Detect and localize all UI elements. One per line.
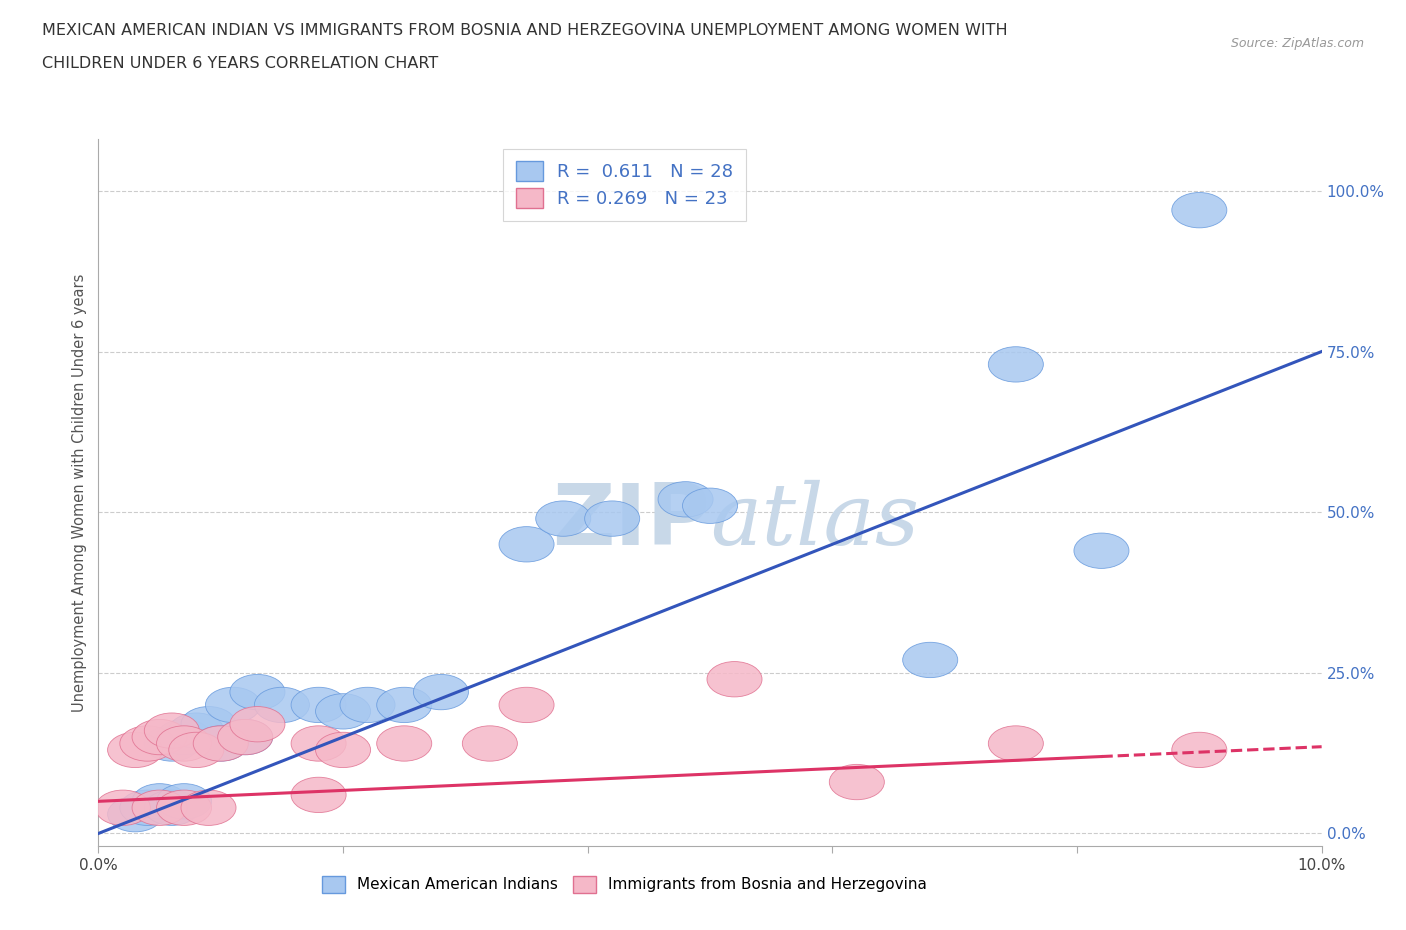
Ellipse shape	[132, 720, 187, 755]
Ellipse shape	[156, 720, 211, 755]
Ellipse shape	[156, 725, 211, 761]
Ellipse shape	[120, 725, 174, 761]
Ellipse shape	[499, 687, 554, 723]
Ellipse shape	[988, 347, 1043, 382]
Ellipse shape	[707, 661, 762, 697]
Ellipse shape	[181, 707, 236, 742]
Ellipse shape	[169, 713, 224, 749]
Ellipse shape	[181, 790, 236, 826]
Ellipse shape	[377, 687, 432, 723]
Ellipse shape	[193, 725, 249, 761]
Ellipse shape	[1171, 732, 1227, 767]
Ellipse shape	[254, 687, 309, 723]
Ellipse shape	[132, 790, 187, 826]
Ellipse shape	[145, 725, 200, 761]
Ellipse shape	[132, 784, 187, 819]
Text: ZIP: ZIP	[553, 480, 710, 563]
Ellipse shape	[291, 725, 346, 761]
Ellipse shape	[156, 784, 211, 819]
Ellipse shape	[193, 725, 249, 761]
Ellipse shape	[536, 501, 591, 537]
Ellipse shape	[291, 777, 346, 813]
Text: MEXICAN AMERICAN INDIAN VS IMMIGRANTS FROM BOSNIA AND HERZEGOVINA UNEMPLOYMENT A: MEXICAN AMERICAN INDIAN VS IMMIGRANTS FR…	[42, 23, 1008, 38]
Ellipse shape	[682, 488, 738, 524]
Ellipse shape	[903, 643, 957, 678]
Ellipse shape	[291, 687, 346, 723]
Ellipse shape	[169, 732, 224, 767]
Ellipse shape	[120, 790, 174, 826]
Text: atlas: atlas	[710, 480, 920, 563]
Ellipse shape	[340, 687, 395, 723]
Text: Source: ZipAtlas.com: Source: ZipAtlas.com	[1230, 37, 1364, 50]
Ellipse shape	[658, 482, 713, 517]
Ellipse shape	[145, 713, 200, 749]
Ellipse shape	[413, 674, 468, 710]
Ellipse shape	[231, 707, 285, 742]
Ellipse shape	[205, 687, 260, 723]
Ellipse shape	[463, 725, 517, 761]
Ellipse shape	[377, 725, 432, 761]
Ellipse shape	[145, 790, 200, 826]
Text: CHILDREN UNDER 6 YEARS CORRELATION CHART: CHILDREN UNDER 6 YEARS CORRELATION CHART	[42, 56, 439, 71]
Ellipse shape	[988, 725, 1043, 761]
Legend: Mexican American Indians, Immigrants from Bosnia and Herzegovina: Mexican American Indians, Immigrants fro…	[315, 870, 934, 898]
Ellipse shape	[585, 501, 640, 537]
Ellipse shape	[96, 790, 150, 826]
Ellipse shape	[108, 732, 163, 767]
Ellipse shape	[108, 796, 163, 831]
Ellipse shape	[315, 694, 371, 729]
Ellipse shape	[231, 674, 285, 710]
Ellipse shape	[830, 764, 884, 800]
Ellipse shape	[1074, 533, 1129, 568]
Ellipse shape	[1171, 193, 1227, 228]
Ellipse shape	[315, 732, 371, 767]
Ellipse shape	[218, 720, 273, 755]
Ellipse shape	[218, 720, 273, 755]
Ellipse shape	[499, 526, 554, 562]
Y-axis label: Unemployment Among Women with Children Under 6 years: Unemployment Among Women with Children U…	[72, 273, 87, 712]
Ellipse shape	[156, 790, 211, 826]
